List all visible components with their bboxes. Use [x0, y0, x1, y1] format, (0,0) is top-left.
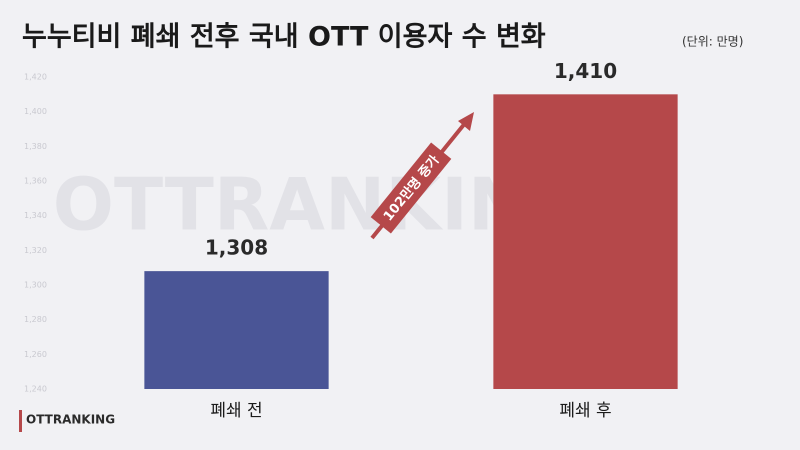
x-tick-label: 폐쇄 후 [559, 401, 611, 421]
y-tick-label: 1,300 [24, 281, 47, 290]
annotation-box [370, 142, 452, 234]
y-tick-label: 1,420 [24, 73, 47, 82]
logo: OTTRANKING [19, 410, 115, 432]
bar [144, 271, 329, 389]
bar [493, 94, 678, 389]
y-tick-label: 1,380 [24, 142, 47, 151]
chart-subtitle: (단위: 만명) [682, 35, 743, 49]
y-tick-label: 1,360 [24, 177, 47, 186]
y-tick-label: 1,260 [24, 350, 47, 359]
logo-mark [19, 410, 22, 432]
x-tick-label: 폐쇄 전 [210, 401, 262, 421]
y-tick-label: 1,340 [24, 211, 47, 220]
chart-title: 누누티비 폐쇄 전후 국내 OTT 이용자 수 변화 [22, 22, 546, 53]
y-tick-label: 1,240 [24, 385, 47, 394]
logo-text: OTTRANKING [26, 413, 115, 427]
arrow-head [458, 112, 474, 131]
y-tick-label: 1,320 [24, 246, 47, 255]
value-label: 1,308 [205, 236, 268, 260]
value-label: 1,410 [554, 59, 617, 83]
y-tick-label: 1,400 [24, 107, 47, 116]
y-tick-label: 1,280 [24, 315, 47, 324]
